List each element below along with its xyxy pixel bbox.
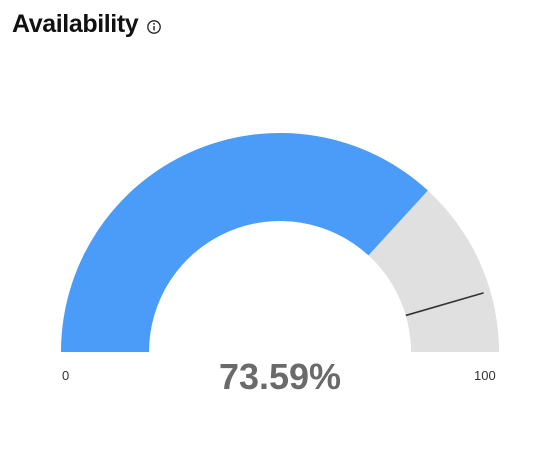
info-icon[interactable]	[146, 19, 162, 35]
gauge-value-label: 73.59%	[218, 356, 342, 397]
gauge-target-marker	[405, 292, 484, 317]
gauge-max-label: 100	[474, 368, 496, 383]
gauge-value-arc	[61, 133, 428, 352]
widget-title: Availability	[12, 10, 139, 38]
widget-header: Availability	[12, 10, 162, 39]
gauge-min-label: 0	[62, 368, 70, 383]
